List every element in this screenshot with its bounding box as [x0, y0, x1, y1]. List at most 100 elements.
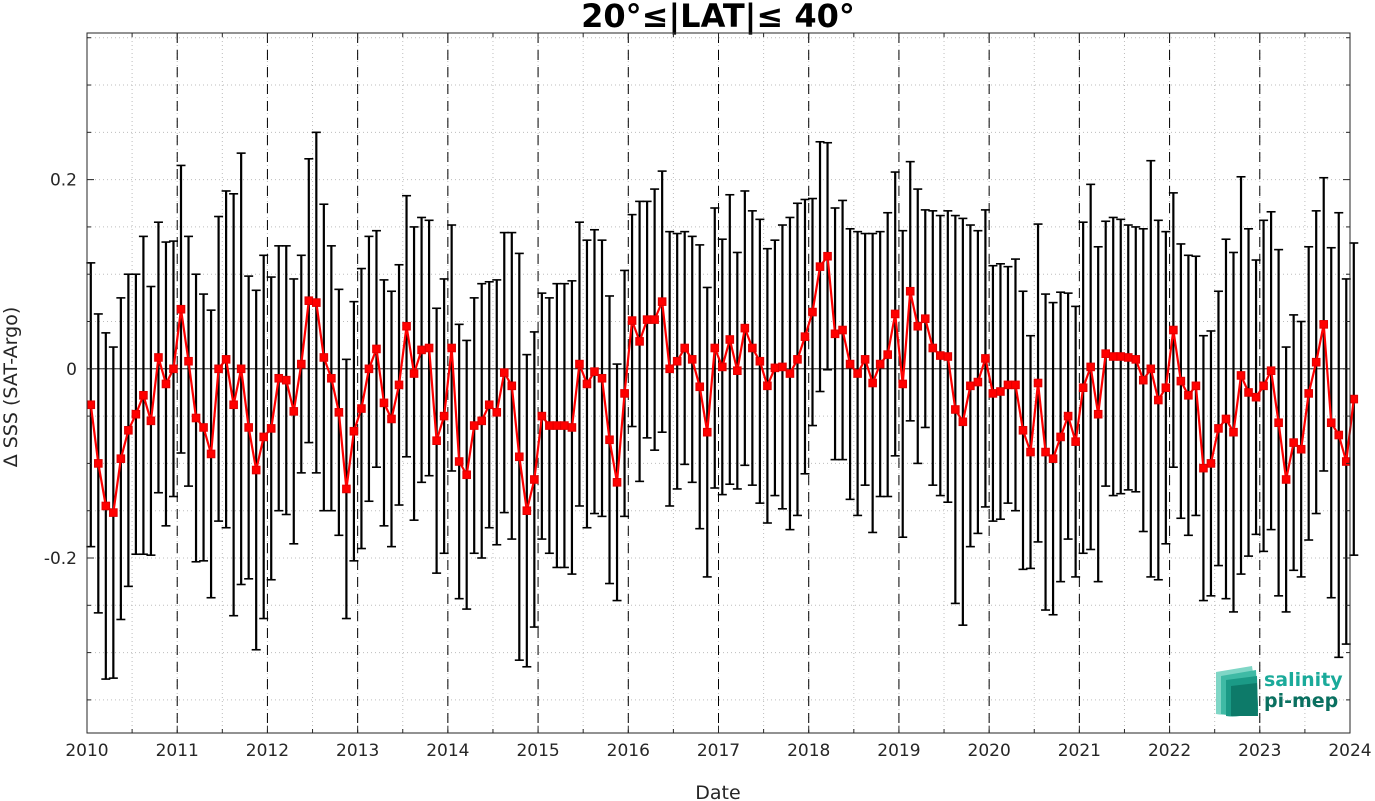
data-point: [229, 400, 238, 410]
data-point: [1108, 352, 1118, 361]
data-point: [281, 375, 291, 385]
data-point: [725, 335, 735, 344]
data-point: [447, 343, 456, 353]
data-point: [1259, 381, 1268, 391]
data-point: [605, 435, 614, 445]
data-point: [236, 364, 246, 374]
data-point: [499, 368, 509, 377]
data-point: [1349, 394, 1359, 404]
data-point: [717, 362, 727, 372]
x-tick-label: 2012: [246, 741, 289, 761]
x-tick-label: 2011: [156, 741, 199, 761]
data-point: [116, 454, 126, 463]
data-point: [672, 356, 682, 366]
data-point: [590, 367, 599, 376]
data-point: [612, 478, 622, 487]
data-point: [372, 344, 381, 354]
x-tick-label: 2021: [1058, 741, 1101, 761]
data-point: [1138, 375, 1148, 385]
data-point: [845, 359, 855, 369]
data-point: [928, 343, 938, 353]
data-point: [304, 296, 314, 306]
data-point: [883, 350, 892, 359]
data-point: [951, 405, 960, 414]
data-point: [454, 457, 464, 466]
data-point: [1289, 438, 1298, 447]
data-point: [1026, 447, 1035, 457]
data-point: [199, 423, 208, 432]
data-point: [1199, 463, 1208, 473]
data-point: [349, 426, 359, 436]
data-point: [469, 421, 479, 430]
data-point: [1341, 457, 1351, 466]
x-tick-label: 2023: [1238, 741, 1281, 761]
data-point: [86, 400, 96, 410]
data-point: [342, 484, 351, 494]
data-point: [1018, 425, 1028, 435]
data-point: [221, 355, 231, 364]
data-point: [763, 381, 772, 391]
x-tick-label: 2018: [787, 741, 830, 761]
data-point: [733, 366, 742, 376]
data-point: [853, 369, 862, 378]
data-point: [357, 404, 366, 413]
data-point: [146, 416, 156, 426]
data-point: [695, 382, 705, 392]
data-point: [1214, 424, 1223, 433]
data-point: [740, 323, 750, 333]
data-point: [575, 359, 584, 369]
data-point: [1274, 418, 1283, 428]
data-point: [793, 355, 802, 364]
data-point: [1221, 414, 1231, 424]
data-point: [1244, 388, 1253, 397]
data-point: [635, 337, 644, 346]
data-point: [1266, 366, 1276, 376]
data-point: [462, 470, 471, 480]
data-point: [274, 373, 284, 383]
series-markers: [86, 251, 1359, 517]
data-point: [1229, 427, 1238, 437]
data-point: [1048, 454, 1058, 463]
data-point: [1033, 378, 1043, 388]
data-point: [966, 381, 975, 391]
data-point: [251, 465, 261, 475]
data-point: [319, 353, 329, 362]
data-point: [214, 364, 223, 374]
data-point: [1169, 325, 1178, 335]
data-point: [890, 309, 900, 319]
x-tick-label: 2010: [65, 741, 108, 761]
y-axis-label: Δ SSS (SAT-Argo): [0, 307, 22, 467]
data-point: [1146, 364, 1156, 374]
x-tick-label: 2022: [1148, 741, 1191, 761]
data-point: [560, 421, 569, 430]
data-point: [176, 304, 186, 314]
data-point: [94, 459, 103, 468]
logo-wave-icon: [1216, 666, 1258, 717]
data-point: [905, 286, 915, 296]
data-point: [394, 380, 404, 390]
axes: [86, 32, 1351, 734]
data-point: [417, 345, 426, 355]
data-point: [1041, 447, 1050, 457]
data-point: [1056, 432, 1065, 442]
data-point: [124, 425, 133, 435]
data-point: [823, 251, 832, 261]
data-point: [770, 363, 780, 373]
data-point: [687, 355, 697, 364]
data-point: [665, 364, 674, 374]
data-point: [1296, 444, 1306, 454]
data-point: [597, 373, 607, 383]
data-point: [161, 379, 171, 389]
data-point: [492, 408, 502, 417]
data-point: [545, 421, 554, 430]
data-point: [439, 411, 449, 421]
data-point: [402, 321, 411, 331]
data-point: [1334, 430, 1344, 440]
data-point: [477, 416, 487, 426]
data-point: [424, 343, 434, 353]
data-point: [1101, 349, 1110, 358]
data-point: [785, 369, 795, 378]
data-point: [1071, 437, 1080, 446]
data-point: [1304, 389, 1313, 398]
